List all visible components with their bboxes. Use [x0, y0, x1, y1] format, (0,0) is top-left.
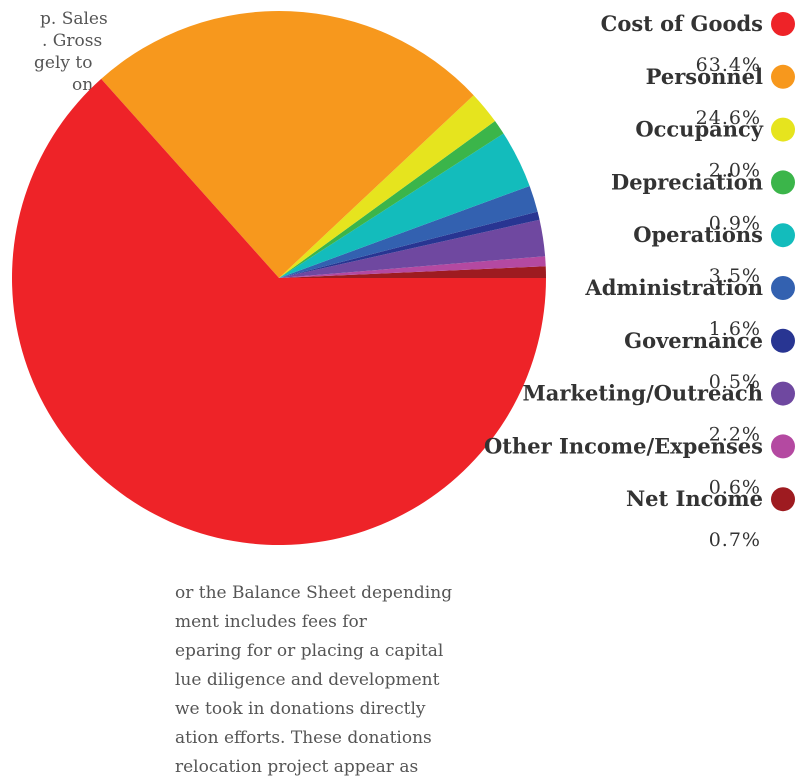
- legend-label: Occupancy: [635, 117, 763, 142]
- value-label: 0.9%: [709, 212, 761, 234]
- background-text: lue diligence and development: [175, 670, 440, 690]
- pie-slice: [12, 78, 547, 546]
- legend-swatch: [771, 487, 795, 512]
- pie-slice: [279, 256, 546, 278]
- legend-label: Cost of Goods: [601, 11, 763, 36]
- legend-swatch: [771, 64, 795, 89]
- background-text: ation efforts. These donations: [175, 728, 432, 748]
- background-text: . Gross: [42, 31, 102, 51]
- value-label: 0.5%: [709, 371, 761, 393]
- legend-swatch: [771, 434, 795, 459]
- legend-label: Marketing/Outreach: [523, 381, 763, 406]
- legend-label: Governance: [624, 328, 763, 353]
- value-label: 3.5%: [709, 265, 761, 287]
- background-text: or the Balance Sheet depending: [175, 583, 452, 603]
- legend-label: Personnel: [646, 64, 763, 89]
- legend-swatch: [771, 117, 795, 142]
- value-label: 0.6%: [709, 476, 761, 498]
- legend-swatch: [771, 170, 795, 195]
- pie-slice: [279, 95, 496, 278]
- background-text: on: [72, 75, 93, 95]
- legend-swatch: [771, 12, 795, 36]
- pie-slice: [279, 219, 546, 278]
- pie-slice: [279, 266, 546, 278]
- pie-slice: [279, 185, 538, 278]
- background-text: p. Sales: [40, 9, 108, 29]
- legend-label: Operations: [633, 222, 763, 247]
- value-label: 1.6%: [709, 318, 761, 340]
- pie-slice: [101, 10, 474, 278]
- legend-swatch: [771, 381, 795, 406]
- legend-label: Depreciation: [611, 169, 763, 194]
- background-text: we took in donations directly: [175, 699, 426, 719]
- pie-slice: [279, 211, 540, 278]
- pie-slice: [279, 133, 530, 278]
- legend-swatch: [771, 276, 795, 300]
- value-label: 0.7%: [709, 529, 761, 551]
- value-label: 63.4%: [696, 54, 761, 76]
- value-label: 2.2%: [709, 424, 761, 446]
- legend-label: Administration: [584, 275, 763, 300]
- legend-label: Net Income: [626, 486, 763, 511]
- value-label: 2.0%: [709, 160, 761, 182]
- background-text: eparing for or placing a capital: [175, 641, 443, 661]
- value-label: 24.6%: [696, 107, 761, 129]
- background-text: relocation project appear as: [175, 757, 418, 777]
- pie-slice: [279, 121, 504, 278]
- legend-label: Other Income/Expenses: [484, 433, 763, 458]
- legend-swatch: [771, 328, 795, 353]
- background-text: gely to: [34, 53, 92, 73]
- legend-swatch: [771, 223, 795, 248]
- background-text: ment includes fees for: [175, 612, 368, 632]
